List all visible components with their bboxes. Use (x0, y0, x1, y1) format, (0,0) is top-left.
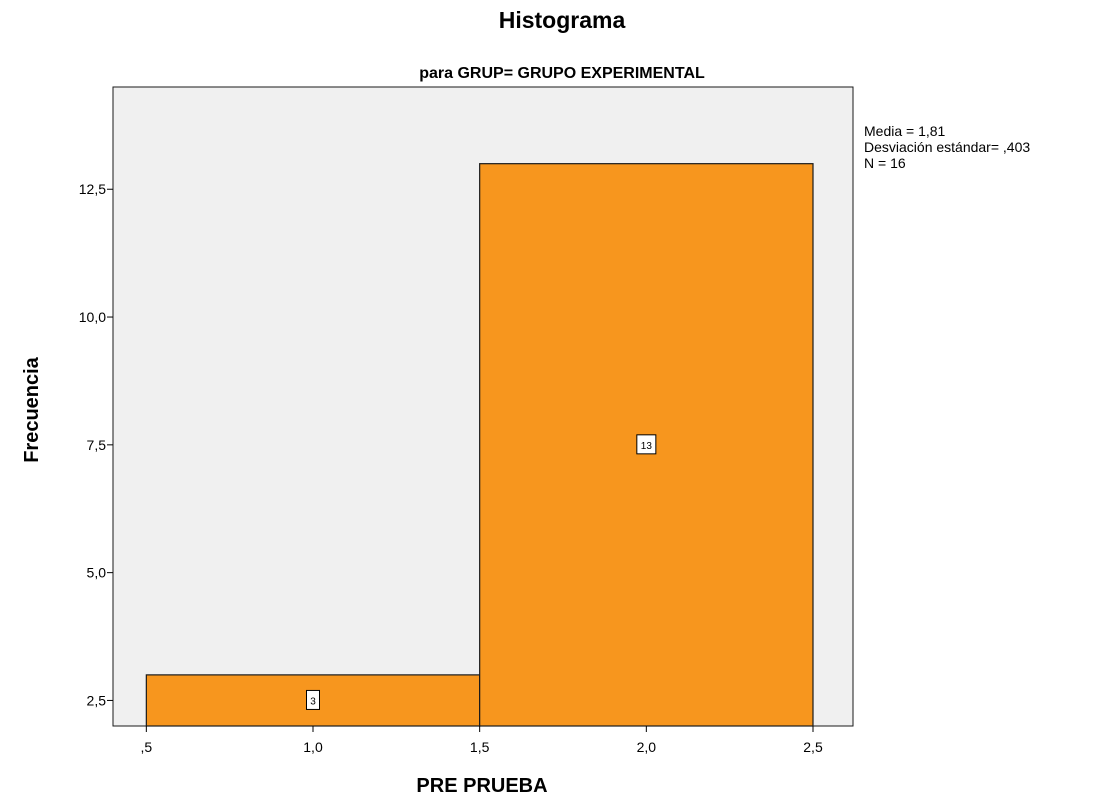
data-label: 13 (641, 441, 653, 452)
stats-box: Media = 1,81 Desviación estándar= ,403 N… (864, 123, 1030, 171)
chart-subtitle: para GRUP= GRUPO EXPERIMENTAL (419, 65, 705, 82)
x-tick-label: 2,0 (637, 739, 657, 755)
axes: 2,5 5,0 7,5 10,0 12,5 ,5 1,0 1,5 2,0 2,5 (79, 181, 823, 755)
stats-mean: Media = 1,81 (864, 123, 946, 139)
y-tick-label: 10,0 (79, 309, 106, 325)
stats-std-dev: Desviación estándar= ,403 (864, 139, 1030, 155)
plot-frame (112, 86, 854, 727)
x-tick-label: 1,5 (470, 739, 490, 755)
y-tick-label: 7,5 (87, 437, 107, 453)
x-tick-label: ,5 (140, 739, 152, 755)
y-axis-title: Frecuencia (21, 356, 43, 462)
y-tick-label: 12,5 (79, 181, 106, 197)
data-label: 3 (310, 696, 316, 707)
x-tick-label: 1,0 (303, 739, 323, 755)
data-label-box (306, 689, 320, 710)
x-tick-label: 2,5 (803, 739, 823, 755)
chart-title: Histograma (499, 7, 626, 33)
stats-n: N = 16 (864, 155, 906, 171)
x-axis-title: PRE PRUEBA (416, 775, 547, 797)
y-tick-label: 5,0 (87, 565, 107, 581)
data-label-box (636, 434, 657, 455)
bars: 3 13 (145, 163, 814, 727)
y-tick-label: 2,5 (87, 692, 107, 708)
